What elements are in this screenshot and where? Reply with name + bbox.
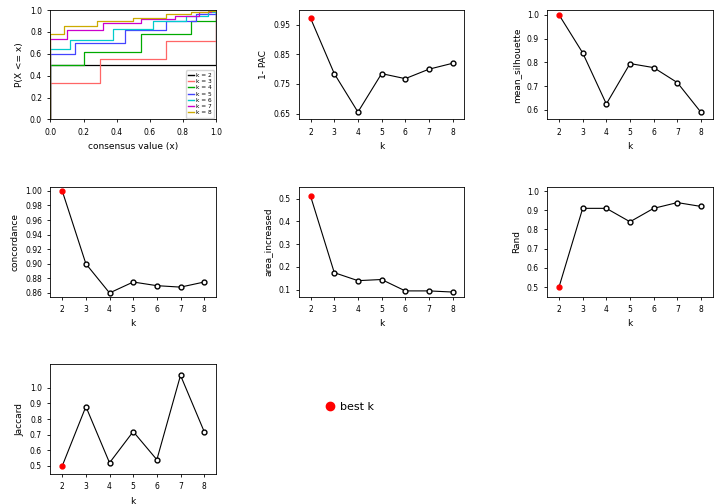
Y-axis label: concordance: concordance [11,213,19,271]
Y-axis label: Rand: Rand [512,230,521,254]
Legend: k = 2, k = 3, k = 4, k = 5, k = 6, k = 7, k = 8: k = 2, k = 3, k = 4, k = 5, k = 6, k = 7… [186,71,215,118]
X-axis label: k: k [379,320,384,329]
Y-axis label: P(X <= x): P(X <= x) [15,42,24,87]
X-axis label: k: k [627,142,633,151]
X-axis label: k: k [379,142,384,151]
X-axis label: k: k [130,320,136,329]
Y-axis label: 1- PAC: 1- PAC [259,50,268,79]
Y-axis label: area_increased: area_increased [264,208,273,276]
Legend: best k: best k [321,397,378,416]
X-axis label: consensus value (x): consensus value (x) [88,142,179,151]
X-axis label: k: k [130,496,136,504]
Y-axis label: mean_silhouette: mean_silhouette [512,27,521,102]
X-axis label: k: k [627,320,633,329]
Y-axis label: Jaccard: Jaccard [15,403,24,435]
